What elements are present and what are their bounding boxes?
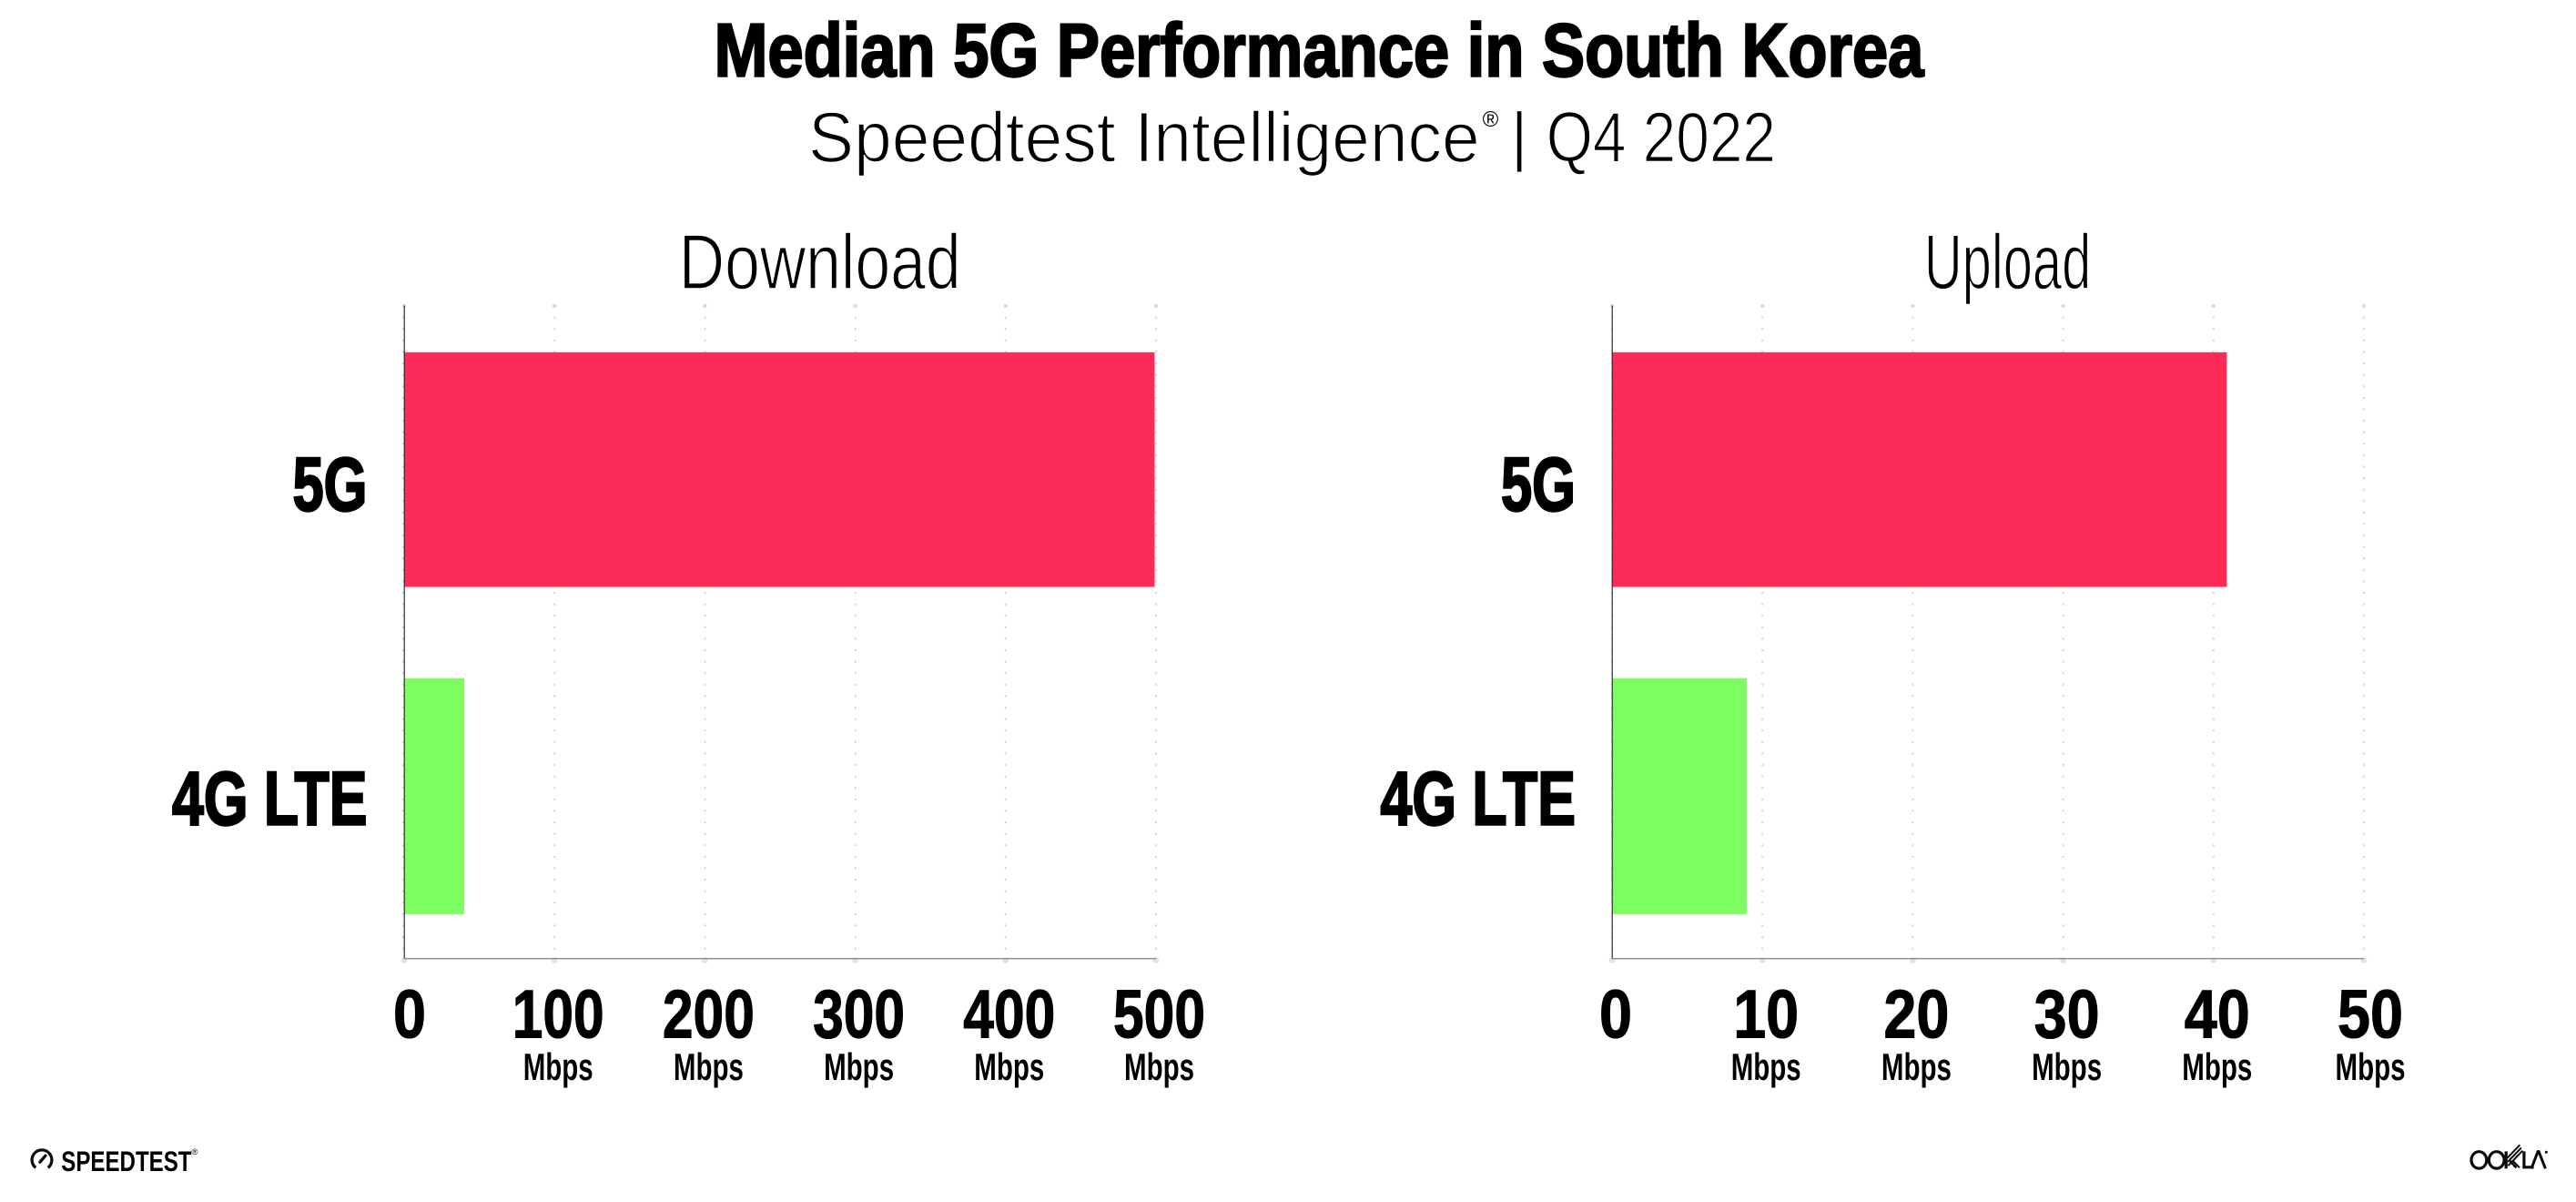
svg-text:300: 300 <box>813 976 905 1053</box>
svg-text:Mbps: Mbps <box>1124 1045 1194 1088</box>
svg-text:400: 400 <box>963 976 1055 1053</box>
svg-text:Mbps: Mbps <box>674 1045 744 1088</box>
svg-text:Mbps: Mbps <box>1731 1045 1801 1088</box>
svg-text:Upload: Upload <box>1924 219 2091 306</box>
svg-text:4G LTE: 4G LTE <box>1381 755 1577 840</box>
svg-text:0: 0 <box>393 976 426 1053</box>
svg-text:50: 50 <box>2338 976 2403 1053</box>
svg-text:40: 40 <box>2185 976 2250 1053</box>
svg-text:100: 100 <box>512 976 604 1053</box>
svg-text:Mbps: Mbps <box>1881 1045 1952 1088</box>
svg-text:Mbps: Mbps <box>2182 1045 2252 1088</box>
svg-text:5G: 5G <box>293 442 368 527</box>
svg-text:Mbps: Mbps <box>974 1045 1044 1088</box>
svg-text:®: ® <box>192 1147 198 1157</box>
svg-text:Download: Download <box>679 219 961 306</box>
svg-text:Mbps: Mbps <box>824 1045 894 1088</box>
svg-text:4G LTE: 4G LTE <box>172 755 368 840</box>
svg-text:Q4 2022: Q4 2022 <box>1547 97 1776 178</box>
svg-text:®: ® <box>1483 107 1499 132</box>
svg-text:SPEEDTEST: SPEEDTEST <box>61 1145 192 1177</box>
svg-text:Speedtest Intelligence: Speedtest Intelligence <box>808 97 1480 178</box>
svg-text:Mbps: Mbps <box>2336 1045 2406 1088</box>
svg-text:500: 500 <box>1113 976 1205 1053</box>
svg-text:Median 5G Performance in South: Median 5G Performance in South Korea <box>715 8 1925 93</box>
svg-text:Mbps: Mbps <box>523 1045 593 1088</box>
svg-text:10: 10 <box>1733 976 1799 1053</box>
svg-text:5G: 5G <box>1501 442 1576 527</box>
svg-text:0: 0 <box>1599 976 1632 1053</box>
svg-text:Mbps: Mbps <box>2032 1045 2102 1088</box>
svg-text:20: 20 <box>1883 976 1949 1053</box>
svg-text:30: 30 <box>2034 976 2100 1053</box>
svg-text:200: 200 <box>663 976 755 1053</box>
